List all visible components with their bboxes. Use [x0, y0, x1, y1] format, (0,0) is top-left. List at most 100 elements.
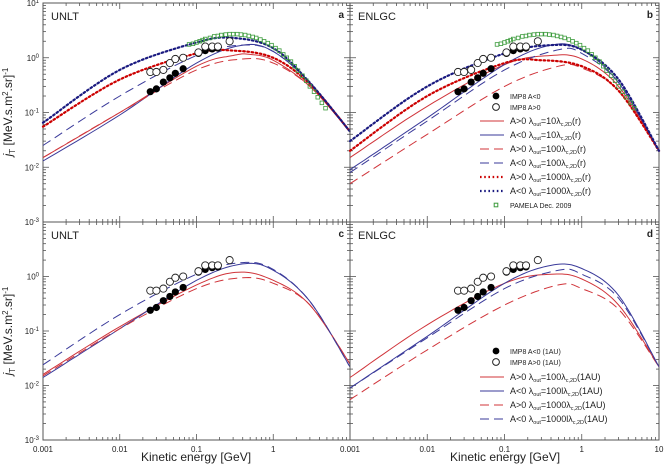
legend-label-suffix: (1AU) — [582, 400, 606, 410]
legend-label-suffix: (r) — [582, 172, 591, 182]
legend-label-prefix: A<0 λ — [510, 414, 534, 424]
y-tick-label: 10-3 — [25, 436, 40, 445]
pamela-point — [200, 37, 205, 43]
imp8-a-pos-point — [473, 277, 482, 286]
y-tick-base: 10 — [25, 382, 34, 391]
y-tick-label: 10-3 — [25, 218, 40, 227]
y-axis-label: jT [MeV.s.m2.sr]-1 — [1, 286, 17, 377]
legend-subscript: out — [533, 122, 541, 128]
panel-letter: b — [647, 10, 653, 21]
legend-label-suffix: (1AU) — [577, 372, 601, 382]
legend-label-mid: =1000lλ — [541, 414, 573, 424]
legend-subscript: c,2D — [571, 178, 582, 184]
pamela-point — [238, 32, 244, 37]
imp8-a-neg-point — [146, 88, 154, 96]
pamela-point — [250, 34, 255, 40]
y-tick-label: 101 — [27, 0, 40, 8]
imp8-a-pos-point — [152, 286, 161, 295]
panel-letter: c — [338, 229, 344, 240]
pamela-point — [203, 36, 208, 42]
pamela-point — [593, 55, 598, 60]
legend-label-mid: =1000λ — [541, 400, 571, 410]
y-tick-base: 10 — [25, 163, 34, 172]
pamela-point — [304, 78, 309, 83]
imp8-a-neg-point — [487, 283, 495, 292]
legend-square-marker — [493, 202, 499, 208]
series-blue-solid — [42, 262, 351, 378]
pamela-point — [288, 59, 294, 64]
series-red-solid — [349, 273, 660, 378]
imp8-a-pos-point — [159, 284, 168, 293]
imp8-a-pos-point — [194, 267, 203, 276]
imp8-a-neg-point — [467, 297, 475, 305]
pamela-point — [574, 40, 579, 46]
y-tick-base: 10 — [27, 273, 36, 282]
legend-label: A<0 λout=100lλc,2D(1AU) — [510, 386, 603, 398]
legend-label-mid: =100λ — [541, 158, 566, 168]
legend-item: A<0 λout=10λc,2D(r) — [480, 130, 581, 142]
model-label: UNLT — [51, 230, 79, 242]
y-tick-base: 10 — [25, 327, 34, 336]
pamela-point — [295, 68, 301, 73]
pamela-point — [219, 32, 224, 38]
x-tick-label: 0.01 — [419, 445, 435, 454]
x-axis-label-right: Kinetic energy [GeV] — [450, 450, 560, 464]
imp8-a-pos-point — [521, 42, 531, 51]
legend-label: A<0 λout=1000λc,2D(r) — [510, 186, 591, 198]
legend-label: IMP8 A>0 — [510, 105, 541, 112]
legend-label-suffix: (r) — [582, 186, 591, 196]
pamela-point — [281, 52, 286, 57]
y-label-superscript: -1 — [1, 286, 10, 294]
legend-open-circle-marker — [492, 358, 500, 366]
legend-item: IMP8 A>0 (1AU) — [492, 358, 561, 367]
pamela-point — [515, 35, 521, 41]
legend-label-mid: =10λ — [541, 116, 561, 126]
x-tick-label: 0.1 — [499, 445, 511, 454]
pamela-point — [632, 105, 637, 111]
legend-label: A>0 λout=1000λc,2D(1AU) — [510, 400, 606, 412]
panel-letter: a — [338, 10, 344, 21]
legend-item: IMP8 A>0 — [492, 103, 541, 112]
legend-subscript: c,2D — [561, 136, 572, 142]
y-tick-label: 10-1 — [25, 327, 40, 336]
series-red-solid — [349, 54, 660, 159]
legend-label: IMP8 A<0 — [510, 94, 541, 101]
pamela-point — [508, 37, 513, 43]
imp8-a-neg-point — [454, 88, 462, 96]
pamela-point — [502, 40, 507, 45]
pamela-point — [223, 32, 228, 37]
pamela-point — [319, 100, 325, 106]
imp8-a-pos-point — [165, 59, 174, 68]
legend-subscript: c,2D — [568, 392, 579, 398]
pamela-point — [543, 31, 548, 37]
legend-top: IMP8 A<0 IMP8 A>0 A>0 λout=10λc,2D(r) A<0 λ… — [480, 92, 591, 210]
pamela-point — [624, 95, 629, 100]
legend-subscript: c,2D — [566, 378, 577, 384]
legend-bottom: IMP8 A<0 (1AU)IMP8 A>0 (1AU)A>0 λout=100… — [480, 347, 608, 426]
model-label: ENLGC — [358, 230, 396, 242]
imp8-a-neg-point — [171, 288, 179, 296]
legend-label-suffix: (1AU) — [579, 386, 603, 396]
legend-label: A>0 λout=10λc,2D(r) — [510, 116, 581, 128]
legend-subscript: out — [533, 150, 541, 156]
y-tick-exponent: 1 — [36, 0, 40, 5]
legend-item: A>0 λout=1000λc,2D(1AU) — [480, 400, 606, 412]
y-label-symbol: j — [1, 372, 15, 377]
imp8-a-pos-point — [533, 256, 542, 265]
pamela-point — [207, 35, 213, 41]
imp8-a-neg-point — [460, 303, 468, 312]
series-blue-dash — [349, 268, 660, 389]
imp8-a-neg-point — [479, 69, 487, 77]
pamela-point — [254, 35, 259, 41]
y-tick-exponent: 0 — [36, 273, 40, 279]
legend-item: A>0 λout=100λc,2D(1AU) — [480, 372, 601, 384]
y-tick-exponent: -1 — [34, 109, 40, 115]
imp8-a-pos-point — [213, 261, 222, 270]
imp8-a-pos-point — [152, 67, 161, 77]
pamela-point — [601, 64, 606, 69]
pamela-point — [589, 52, 595, 57]
pamela-point — [585, 48, 591, 53]
legend-subscript: out — [533, 136, 541, 142]
pamela-point — [620, 89, 626, 94]
